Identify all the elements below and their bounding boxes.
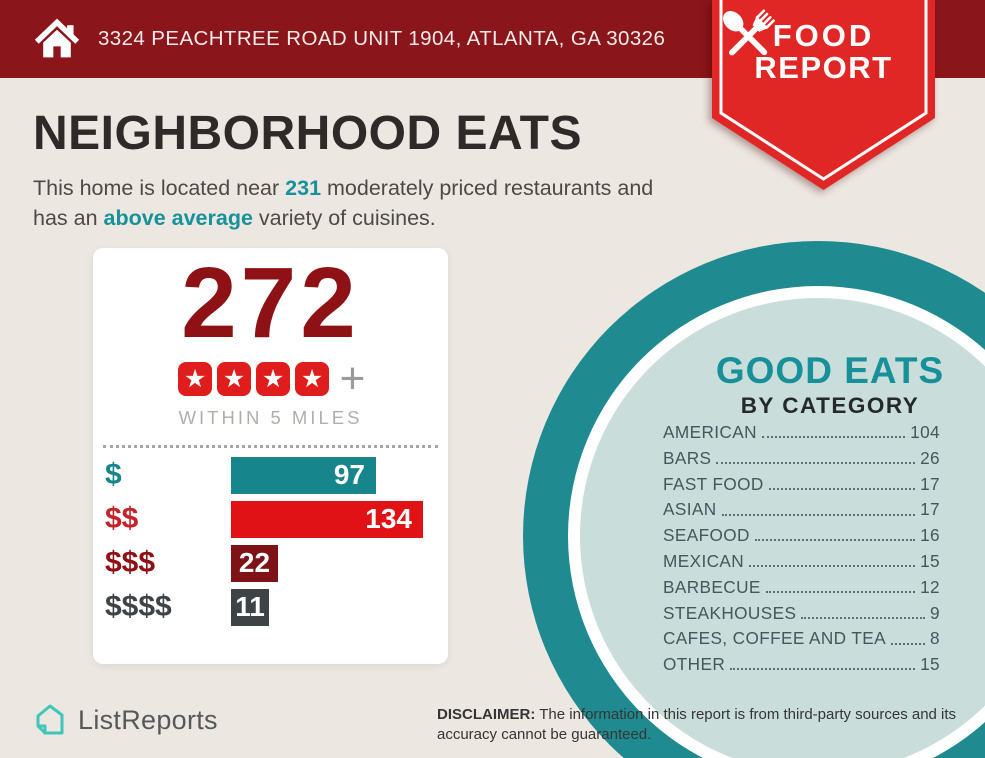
- intro-highlight-count: 231: [285, 176, 322, 200]
- bar-row: $$ 134: [93, 497, 448, 541]
- dotted-leader: [761, 436, 906, 439]
- category-row: OTHER 15: [663, 654, 940, 675]
- plus-sign: +: [339, 354, 366, 403]
- price-level-label: $$$$: [105, 590, 172, 623]
- category-row: CAFES, COFFEE AND TEA 8: [663, 630, 940, 647]
- ribbon-text: FOOD REPORT: [712, 18, 935, 86]
- category-label: MEXICAN: [663, 550, 745, 571]
- dotted-leader: [716, 462, 916, 464]
- spoon-fork-icon: [723, 9, 775, 56]
- intro-part2: moderately priced restaurants and has an: [33, 176, 654, 230]
- good-eats-circle-fill: [580, 298, 985, 758]
- category-label: SEAFOOD: [663, 525, 750, 546]
- intro-part1: This home is located near: [33, 176, 286, 200]
- price-level-bar: 22: [231, 544, 278, 582]
- bar-row: $$$$ 11: [93, 585, 448, 629]
- listreports-brand: ListReports: [30, 700, 218, 740]
- property-address: 3324 PEACHTREE ROAD UNIT 1904, ATLANTA, …: [98, 27, 666, 50]
- bar-row: $$$ 22: [93, 541, 448, 585]
- rating-stars-row: ★ ★ ★ ★ +: [93, 354, 448, 403]
- category-row: BARS 26: [663, 447, 940, 468]
- price-level-label: $$$: [105, 546, 156, 579]
- disclaimer-body: The information in this report is from t…: [437, 706, 957, 744]
- intro-text: This home is located near 231 moderately…: [33, 174, 693, 233]
- price-level-label: $: [105, 458, 122, 491]
- good-eats-title: GOOD EATS: [715, 350, 945, 391]
- bar-row: $97: [93, 453, 448, 497]
- ribbon-line2: REPORT: [754, 50, 893, 86]
- dotted-divider: [103, 445, 438, 448]
- intro-part3: variety of cuisines.: [252, 205, 436, 230]
- dotted-leader: [721, 513, 916, 516]
- category-value: 17: [920, 499, 940, 520]
- dotted-leader: [768, 487, 916, 490]
- category-row: STEAKHOUSES 9: [663, 602, 940, 623]
- yelp-star-icon: ★: [256, 362, 291, 396]
- dotted-leader: [749, 565, 916, 568]
- category-label: ASIAN: [663, 499, 717, 520]
- price-level-bar: 11: [231, 588, 269, 626]
- category-label: BARS: [663, 447, 712, 468]
- ribbon-line1: FOOD: [772, 18, 875, 53]
- category-value: 9: [930, 602, 940, 623]
- category-value: 8: [930, 628, 940, 649]
- star-icons: ★ ★ ★ ★: [176, 362, 332, 396]
- category-label: BARBECUE: [663, 576, 761, 597]
- category-value: 16: [920, 525, 940, 546]
- yelp-star-icon: ★: [178, 362, 213, 396]
- category-row: SEAFOOD 16: [663, 525, 940, 546]
- dotted-leader: [730, 668, 916, 671]
- category-value: 12: [920, 576, 940, 597]
- price-level-bar-chart: $97 $$ 134 $$$ 22 $$$$ 11: [93, 453, 448, 629]
- home-icon: [34, 18, 80, 58]
- yelp-star-icon: ★: [217, 362, 252, 396]
- dotted-leader: [754, 539, 916, 542]
- price-level-bar: 97: [231, 456, 376, 494]
- category-row: ASIAN 17: [663, 501, 940, 518]
- category-row: BARBECUE 12: [663, 576, 940, 597]
- yelp-star-icon: ★: [295, 362, 330, 396]
- restaurant-summary-card: 272 ★ ★ ★ ★ + WITHIN 5 MILES $97 $$ 134 $$$ 22 $…: [93, 248, 448, 664]
- category-label: AMERICAN: [663, 422, 757, 442]
- page-title: NEIGHBORHOOD EATS: [33, 107, 582, 160]
- dotted-leader: [765, 590, 916, 593]
- category-label: CAFES, COFFEE AND TEA: [663, 628, 886, 649]
- good-eats-subtitle: BY CATEGORY: [740, 393, 920, 418]
- category-row: AMERICAN 104: [663, 422, 940, 442]
- food-report-ribbon: FOOD REPORT: [712, 0, 935, 200]
- category-list: AMERICAN 104 BARS 26 FAST FOOD 17 ASIAN 17 SEAFO…: [663, 422, 940, 682]
- price-level-label: $$: [105, 502, 139, 535]
- category-value: 26: [920, 447, 940, 468]
- category-label: OTHER: [663, 654, 726, 675]
- listreports-logo-icon: [36, 704, 64, 735]
- category-label: STEAKHOUSES: [663, 602, 797, 623]
- good-eats-header: GOOD EATS BY CATEGORY: [660, 352, 985, 419]
- category-row: MEXICAN 15: [663, 550, 940, 571]
- category-value: 104: [910, 422, 940, 442]
- dotted-leader: [890, 642, 926, 645]
- category-value: 15: [920, 654, 940, 675]
- price-level-bar: 134: [231, 500, 423, 538]
- category-value: 15: [920, 550, 940, 571]
- category-label: FAST FOOD: [663, 473, 764, 494]
- disclaimer-label: DISCLAIMER:: [437, 706, 536, 723]
- restaurant-count: 272: [181, 247, 360, 359]
- category-value: 17: [920, 473, 940, 494]
- category-row: FAST FOOD 17: [663, 473, 940, 494]
- ribbon-shape: [712, 0, 935, 190]
- dotted-leader: [801, 616, 926, 619]
- disclaimer-text: DISCLAIMER: The information in this repo…: [437, 705, 957, 746]
- listreports-brand-name: ListReports: [78, 704, 218, 735]
- radius-caption: WITHIN 5 MILES: [178, 407, 363, 428]
- intro-highlight-variety: above average: [103, 205, 253, 230]
